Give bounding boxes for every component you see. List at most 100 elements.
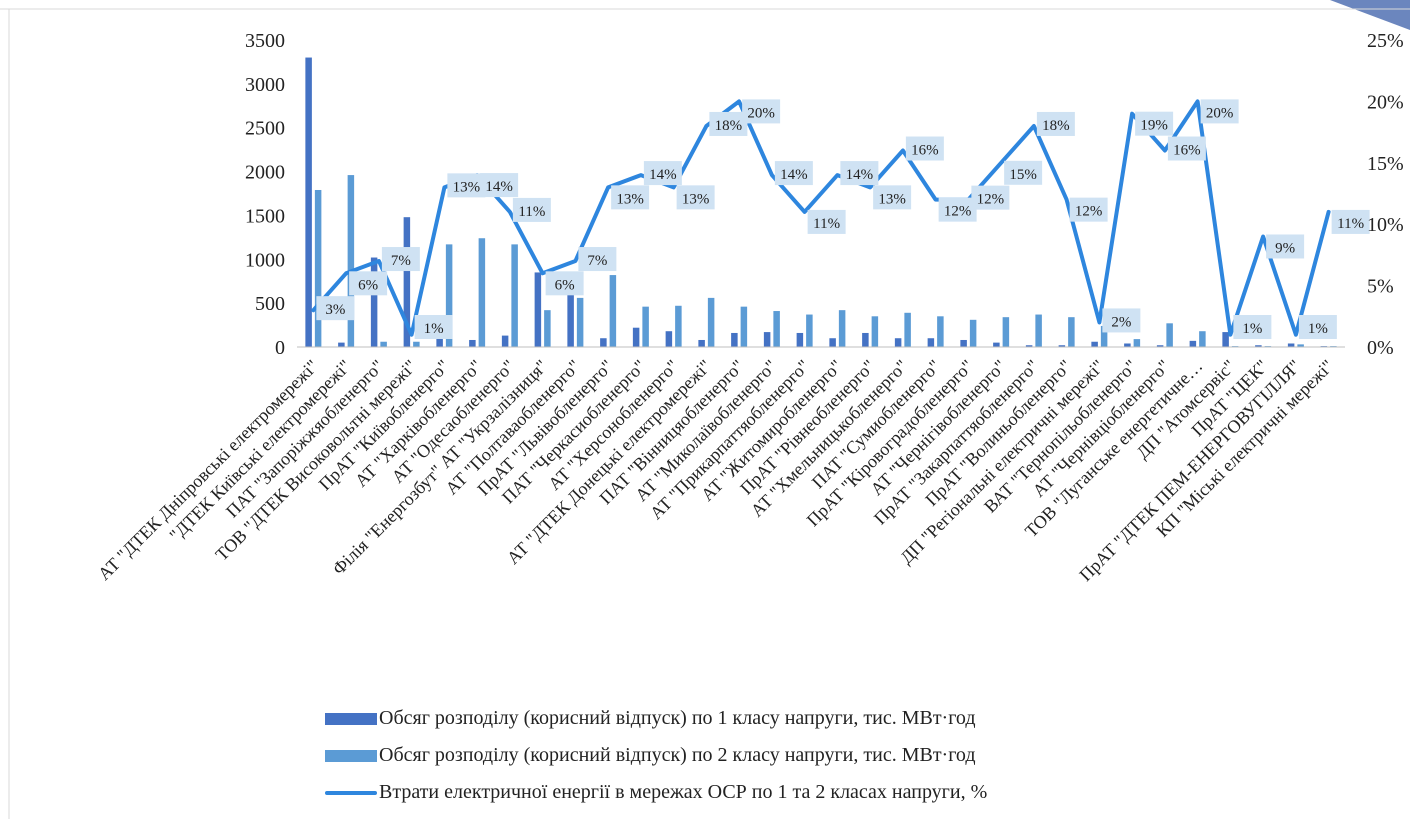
bar-series-2-10 — [610, 275, 617, 347]
data-label-22: 15% — [1004, 161, 1042, 185]
data-label-text-9: 7% — [587, 253, 607, 269]
data-label-8: 6% — [546, 271, 584, 295]
data-label-text-30: 9% — [1275, 240, 1295, 256]
data-label-5: 13% — [447, 173, 485, 197]
bar-series-1-15 — [764, 332, 771, 347]
bar-series-1-12 — [666, 331, 673, 347]
bar-series-1-3 — [371, 258, 378, 347]
bar-series-1-29 — [1222, 332, 1229, 347]
legend-swatch-series-3 — [325, 791, 377, 795]
bar-series-2-12 — [675, 306, 682, 347]
data-label-25: 2% — [1102, 308, 1140, 332]
data-label-18: 13% — [873, 185, 911, 209]
data-label-28: 20% — [1201, 99, 1239, 123]
data-label-21: 12% — [971, 186, 1009, 210]
legend-label-series-3: Втрати електричної енергії в мережах ОСР… — [379, 781, 987, 804]
data-label-text-8: 6% — [555, 277, 575, 293]
y-right-tick-5-pct: 5% — [1367, 276, 1394, 298]
bar-series-2-23 — [1035, 315, 1042, 347]
data-label-6: 14% — [480, 173, 518, 197]
data-label-10: 13% — [611, 185, 649, 209]
bar-series-1-6 — [469, 340, 476, 347]
bar-series-2-27 — [1166, 323, 1173, 347]
data-label-text-19: 16% — [911, 143, 939, 159]
data-label-text-18: 13% — [878, 191, 906, 207]
bar-series-1-16 — [797, 333, 804, 347]
data-label-text-12: 13% — [682, 191, 710, 207]
legend-swatch-series-1 — [325, 713, 377, 725]
data-label-text-3: 7% — [391, 253, 411, 269]
bar-series-1-31 — [1288, 343, 1295, 347]
y-left-tick-2500: 2500 — [245, 118, 285, 140]
data-label-27: 16% — [1168, 137, 1206, 161]
y-left-tick-2000: 2000 — [245, 162, 285, 184]
data-label-text-32: 11% — [1337, 216, 1364, 232]
bar-series-1-13 — [698, 340, 705, 347]
data-label-20: 12% — [939, 198, 977, 222]
bar-series-1-1 — [305, 58, 312, 347]
y-right-tick-15-pct: 15% — [1367, 153, 1404, 175]
data-label-text-21: 12% — [977, 192, 1005, 208]
data-label-text-22: 15% — [1009, 167, 1037, 183]
data-label-31: 1% — [1299, 315, 1337, 339]
data-label-text-29: 1% — [1242, 321, 1262, 337]
data-label-text-20: 12% — [944, 204, 972, 220]
data-label-29: 1% — [1233, 315, 1271, 339]
data-label-text-26: 19% — [1140, 118, 1168, 134]
data-label-text-7: 11% — [518, 204, 545, 220]
data-label-text-6: 14% — [485, 179, 513, 195]
data-label-16: 11% — [808, 210, 846, 234]
bar-series-1-28 — [1190, 341, 1197, 347]
bar-series-1-17 — [829, 338, 836, 347]
bar-series-1-18 — [862, 333, 869, 347]
data-label-text-25: 2% — [1111, 314, 1131, 330]
data-label-text-5: 13% — [453, 179, 481, 195]
bar-series-2-19 — [904, 313, 911, 347]
data-label-text-14: 20% — [747, 105, 775, 121]
data-label-text-1: 3% — [325, 302, 345, 318]
bar-series-2-17 — [839, 310, 846, 347]
data-label-text-10: 13% — [616, 191, 644, 207]
bar-series-2-4 — [413, 342, 420, 347]
data-label-30: 9% — [1266, 234, 1304, 258]
data-label-2: 6% — [349, 271, 387, 295]
data-label-1: 3% — [316, 296, 354, 320]
bar-series-1-20 — [928, 338, 935, 347]
bar-series-2-2 — [348, 175, 355, 347]
data-label-text-27: 16% — [1173, 143, 1201, 159]
legend-item-series-1: Обсяг розподілу (корисний відпуск) по 1 … — [325, 700, 987, 737]
legend: Обсяг розподілу (корисний відпуск) по 1 … — [325, 700, 987, 811]
y-right-tick-20-pct: 20% — [1367, 91, 1404, 113]
bar-series-2-24 — [1068, 317, 1075, 347]
bar-series-1-9 — [567, 293, 574, 347]
y-left-tick-0: 0 — [275, 337, 285, 359]
bar-series-1-2 — [338, 343, 345, 347]
y-right-tick-10-pct: 10% — [1367, 214, 1404, 236]
data-label-text-2: 6% — [358, 277, 378, 293]
bar-series-2-18 — [872, 316, 879, 347]
bar-series-1-7 — [502, 336, 509, 347]
data-label-text-28: 20% — [1206, 105, 1234, 121]
legend-label-series-1: Обсяг розподілу (корисний відпуск) по 1 … — [379, 707, 976, 730]
bar-series-2-20 — [937, 316, 944, 347]
data-label-text-16: 11% — [813, 216, 840, 232]
x-tick-label-1: АТ "ДТЕК Дніпровські електромережі" — [94, 356, 322, 584]
bar-series-1-11 — [633, 328, 640, 347]
data-label-14: 20% — [742, 99, 780, 123]
y-left-tick-500: 500 — [255, 293, 285, 315]
data-label-13: 18% — [709, 112, 747, 136]
data-label-text-4: 1% — [424, 321, 444, 337]
bar-series-2-8 — [544, 310, 551, 347]
bar-series-2-15 — [773, 311, 780, 347]
bar-series-1-26 — [1124, 343, 1131, 347]
data-label-text-23: 18% — [1042, 118, 1070, 134]
data-label-24: 12% — [1070, 198, 1108, 222]
data-label-text-11: 14% — [649, 167, 677, 183]
bar-series-1-14 — [731, 333, 738, 347]
data-label-text-31: 1% — [1308, 321, 1328, 337]
bar-series-2-6 — [479, 238, 486, 347]
legend-item-series-3: Втрати електричної енергії в мережах ОСР… — [325, 774, 987, 811]
corner-decoration — [1330, 0, 1410, 30]
